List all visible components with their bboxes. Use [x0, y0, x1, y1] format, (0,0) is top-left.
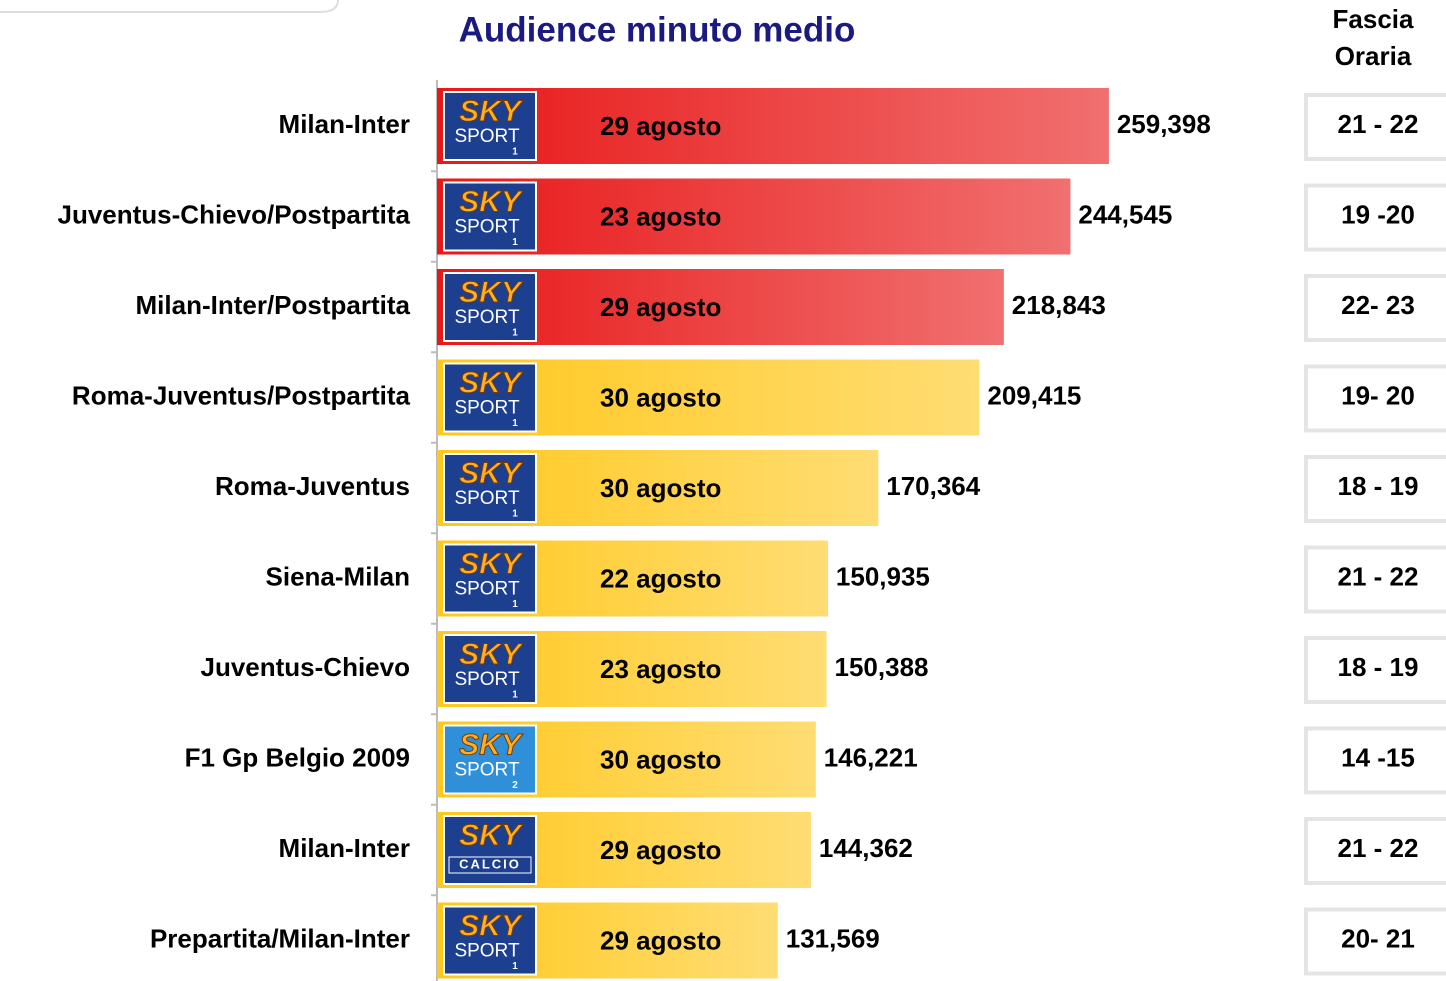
bar-shine	[437, 88, 1109, 164]
category-label: Milan-Inter/Postpartita	[136, 290, 411, 320]
date-label: 30 agosto	[600, 382, 721, 412]
logo-brand: SKY	[459, 366, 524, 399]
chart-title: Audience minuto medio	[459, 10, 856, 49]
value-label: 144,362	[819, 833, 913, 863]
date-label: 29 agosto	[600, 292, 721, 322]
logo-brand: SKY	[459, 638, 524, 671]
logo-name: SPORT	[454, 398, 520, 419]
slot-label: 14 -15	[1341, 742, 1415, 772]
category-label: Juventus-Chievo	[201, 652, 411, 682]
slot-box	[1304, 636, 1446, 704]
date-label: 30 agosto	[600, 744, 721, 774]
slot-label: 21 - 22	[1338, 561, 1419, 591]
category-label: Milan-Inter	[279, 833, 410, 863]
logo-name: SPORT	[454, 669, 520, 690]
date-label: 29 agosto	[600, 835, 721, 865]
value-label: 131,569	[786, 923, 880, 953]
category-label: Roma-Juventus	[215, 471, 410, 501]
value-label: 244,545	[1078, 199, 1172, 229]
logo-name: SPORT	[454, 760, 520, 781]
logo-bg	[445, 545, 535, 612]
date-label: 29 agosto	[600, 111, 721, 141]
logo-bg	[445, 455, 535, 521]
logo-name: SPORT	[454, 307, 520, 328]
logo-bg	[445, 274, 535, 340]
slot-box	[1304, 93, 1446, 161]
date-label: 23 agosto	[600, 654, 721, 684]
date-label: 29 agosto	[600, 925, 721, 955]
logo-bg	[445, 364, 535, 431]
logo-bg	[445, 93, 535, 159]
logo-brand: SKY	[459, 457, 524, 490]
slot-box	[1304, 183, 1446, 252]
slot-box	[1304, 455, 1446, 523]
slot-box	[1304, 907, 1446, 976]
value-label: 259,398	[1117, 109, 1211, 139]
category-label: Siena-Milan	[266, 561, 410, 591]
slot-label: 19 -20	[1341, 199, 1415, 229]
logo-bg	[445, 183, 535, 250]
logo-bg	[445, 907, 535, 974]
value-label: 146,221	[824, 742, 918, 772]
bar-shine	[437, 178, 1071, 255]
logo-number: 1	[512, 599, 518, 610]
slot-box	[1304, 364, 1446, 433]
logo-number: 1	[512, 147, 518, 158]
logo-number: 1	[512, 690, 518, 701]
logo-number: 1	[512, 328, 518, 339]
logo-number: 1	[512, 418, 518, 429]
slot-box	[1304, 545, 1446, 614]
value-label: 170,364	[886, 471, 981, 501]
slot-label: 18 - 19	[1338, 471, 1419, 501]
logo-number: 1	[512, 961, 518, 972]
logo-name: SPORT	[454, 579, 520, 600]
slot-label: 22- 23	[1341, 290, 1415, 320]
slot-header: Oraria	[1335, 41, 1412, 71]
logo-number: 1	[512, 509, 518, 520]
value-label: 209,415	[987, 380, 1081, 410]
date-label: 22 agosto	[600, 563, 721, 593]
logo-name: SPORT	[454, 126, 520, 147]
value-label: 150,388	[835, 652, 929, 682]
value-label: 218,843	[1012, 290, 1106, 320]
slot-label: 18 - 19	[1338, 652, 1419, 682]
slot-label: 21 - 22	[1338, 109, 1419, 139]
logo-number: 2	[512, 780, 518, 791]
category-label: Juventus-Chievo/Postpartita	[57, 199, 410, 229]
logo-brand: SKY	[459, 185, 524, 218]
slot-label: 19- 20	[1341, 380, 1415, 410]
value-label: 150,935	[836, 561, 930, 591]
logo-band	[448, 856, 532, 874]
category-label: Roma-Juventus/Postpartita	[72, 380, 411, 410]
logo-brand: SKY	[459, 909, 524, 942]
logo-name: SPORT	[454, 488, 520, 509]
category-label: Prepartita/Milan-Inter	[150, 923, 410, 953]
slot-box	[1304, 274, 1446, 342]
logo-name: SPORT	[454, 217, 520, 238]
logo-bg	[445, 726, 535, 793]
category-label: F1 Gp Belgio 2009	[185, 742, 410, 772]
slot-label: 20- 21	[1341, 923, 1415, 953]
slot-label: 21 - 22	[1338, 833, 1419, 863]
slot-box	[1304, 726, 1446, 795]
slot-box	[1304, 817, 1446, 885]
category-label: Milan-Inter	[279, 109, 410, 139]
corner-decoration	[0, 0, 339, 13]
logo-brand: SKY	[459, 547, 524, 580]
logo-name: SPORT	[454, 941, 520, 962]
logo-brand: SKY	[459, 276, 524, 309]
date-label: 23 agosto	[600, 201, 721, 231]
logo-brand: SKY	[459, 819, 524, 852]
logo-number: 1	[512, 237, 518, 248]
logo-brand: SKY	[459, 95, 524, 128]
logo-brand: SKY	[459, 728, 524, 761]
date-label: 30 agosto	[600, 473, 721, 503]
slot-header: Fascia	[1333, 4, 1414, 34]
logo-name: CALCIO	[459, 856, 521, 871]
logo-bg	[445, 636, 535, 702]
